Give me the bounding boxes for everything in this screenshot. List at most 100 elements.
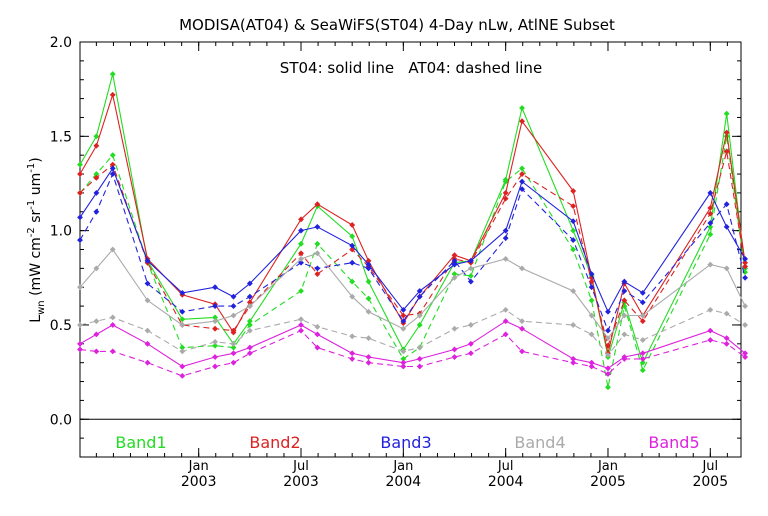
data-point-band5-st04 <box>639 350 646 357</box>
data-point-band1-st04 <box>519 105 525 111</box>
data-point-band4-at04 <box>416 344 423 351</box>
data-point-band4-at04 <box>349 333 356 340</box>
series-band1-at04 <box>79 136 746 388</box>
data-point-band3-st04 <box>707 189 714 196</box>
data-point-band2-at04 <box>314 271 321 277</box>
data-point-band4-at04 <box>502 306 509 313</box>
data-point-band2-at04 <box>400 312 407 319</box>
data-point-band5-st04 <box>723 335 730 342</box>
data-point-band4-at04 <box>588 331 595 338</box>
data-point-band1-st04 <box>365 278 372 285</box>
data-point-band3-st04 <box>77 214 83 221</box>
data-point-band5-st04 <box>467 340 474 347</box>
data-point-band3-st04 <box>621 278 628 285</box>
data-point-band2-st04 <box>519 118 525 125</box>
data-point-band1-st04 <box>179 316 186 323</box>
data-point-band3-at04 <box>621 288 628 294</box>
line-style-annotation: ST04: solid line AT04: dashed line <box>280 59 542 77</box>
data-point-band4-at04 <box>723 310 730 317</box>
data-point-band4-at04 <box>570 322 577 328</box>
data-point-band5-at04 <box>621 355 628 362</box>
data-point-band1-st04 <box>723 110 730 117</box>
data-point-band4-at04 <box>707 306 714 313</box>
data-point-band1-at04 <box>519 165 525 172</box>
data-point-band5-st04 <box>314 331 321 338</box>
data-point-band1-at04 <box>707 231 714 238</box>
data-point-band4-at04 <box>314 323 321 330</box>
data-point-band1-st04 <box>246 318 253 325</box>
data-point-band3-st04 <box>639 289 646 296</box>
legend: Band1 Band2 Band3 Band4 Band5 <box>115 433 699 452</box>
data-point-band2-at04 <box>77 189 83 196</box>
data-point-band1-at04 <box>349 278 356 285</box>
data-point-band4-st04 <box>570 288 577 294</box>
data-point-band3-at04 <box>349 259 356 266</box>
data-point-band2-at04 <box>570 203 577 210</box>
data-point-band3-st04 <box>230 293 237 300</box>
data-point-band3-st04 <box>570 218 577 225</box>
data-point-band3-st04 <box>416 288 423 294</box>
data-point-band3-at04 <box>570 237 577 243</box>
data-point-band3-at04 <box>742 274 749 281</box>
data-point-band4-st04 <box>467 265 474 272</box>
data-point-band5-at04 <box>144 359 151 366</box>
plot-border <box>79 41 742 458</box>
data-point-band2-st04 <box>502 189 509 196</box>
data-point-band4-at04 <box>93 318 100 325</box>
data-point-band5-at04 <box>349 355 356 362</box>
legend-band4: Band4 <box>514 433 565 452</box>
data-point-band2-at04 <box>723 148 730 155</box>
data-point-band2-at04 <box>109 161 116 168</box>
data-point-band2-st04 <box>109 91 116 98</box>
data-point-band4-st04 <box>639 312 646 319</box>
x-tick-year: 2005 <box>590 474 626 490</box>
data-point-band5-st04 <box>349 350 356 357</box>
data-point-band3-st04 <box>298 227 304 234</box>
data-point-band4-st04 <box>314 250 321 257</box>
data-point-band5-st04 <box>400 359 407 366</box>
data-point-band5-st04 <box>451 346 458 353</box>
data-point-band3-st04 <box>349 242 356 249</box>
data-point-band2-st04 <box>298 216 304 223</box>
y-tick-label: 1.0 <box>50 224 72 240</box>
data-point-band5-st04 <box>212 354 218 360</box>
data-point-band3-at04 <box>230 303 237 310</box>
y-label-mid: sr <box>28 209 44 227</box>
data-point-band4-st04 <box>588 312 595 319</box>
series-band5-st04 <box>79 320 746 369</box>
data-point-band5-st04 <box>109 322 116 328</box>
data-point-band2-at04 <box>212 325 218 332</box>
data-point-band4-st04 <box>349 293 356 300</box>
data-point-band3-st04 <box>246 280 253 287</box>
data-point-band1-at04 <box>570 246 577 253</box>
data-point-band3-at04 <box>93 208 100 215</box>
data-point-band2-at04 <box>93 174 100 181</box>
data-point-band3-at04 <box>723 201 730 208</box>
data-point-band5-st04 <box>605 365 611 372</box>
series-band5-at04 <box>79 329 746 377</box>
data-point-band4-at04 <box>742 322 749 328</box>
data-point-band4-st04 <box>742 303 749 310</box>
series-band2-at04 <box>79 151 746 348</box>
data-point-band5-at04 <box>230 359 237 366</box>
data-point-band3-st04 <box>93 189 100 196</box>
data-point-band4-at04 <box>451 325 458 332</box>
data-point-band5-at04 <box>400 363 407 370</box>
data-point-band4-at04 <box>365 335 372 342</box>
data-point-band5-at04 <box>212 363 218 370</box>
y-label-open: (mW cm <box>28 237 44 300</box>
data-point-band4-st04 <box>144 297 151 304</box>
data-point-band1-at04 <box>365 295 372 302</box>
data-point-band3-at04 <box>519 186 525 193</box>
data-point-band1-st04 <box>212 314 218 321</box>
data-point-band4-at04 <box>519 318 525 325</box>
y-label-close: ) <box>28 157 44 162</box>
data-point-band4-st04 <box>723 265 730 272</box>
plot-frame <box>79 41 742 458</box>
data-point-band4-at04 <box>400 348 407 355</box>
y-label-main: L <box>28 315 44 323</box>
data-point-band5-st04 <box>588 359 595 366</box>
y-label-exp2: -1 <box>26 200 37 210</box>
